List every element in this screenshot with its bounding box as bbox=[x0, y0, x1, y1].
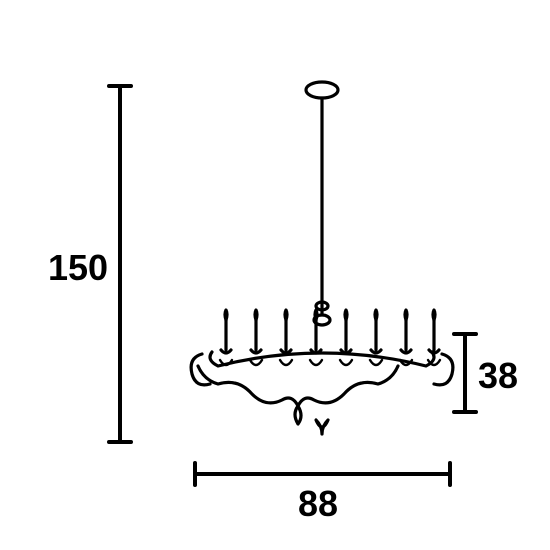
dim-width: 88 bbox=[195, 463, 450, 524]
dimension-diagram: 150 88 38 bbox=[0, 0, 550, 550]
chandelier-drawing bbox=[191, 82, 453, 434]
dim-fixture-label: 38 bbox=[478, 355, 518, 396]
dim-fixture-height: 38 bbox=[454, 334, 518, 412]
dim-height: 150 bbox=[48, 86, 131, 442]
dim-height-label: 150 bbox=[48, 247, 108, 288]
dim-width-label: 88 bbox=[298, 483, 338, 524]
